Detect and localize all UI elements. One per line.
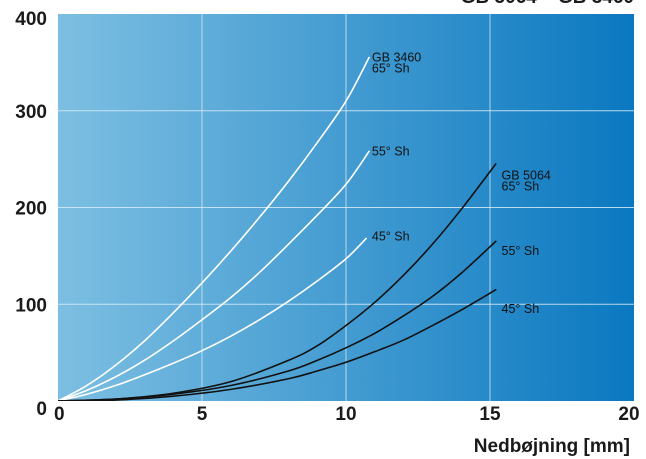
series-line-2 xyxy=(58,150,370,401)
series-line-1 xyxy=(58,56,370,401)
y-tick-label-300: 300 xyxy=(15,102,47,123)
x-axis-label: Nedbøjning [mm] xyxy=(474,436,630,457)
x-tick-label-15: 15 xyxy=(479,404,501,425)
series-annotation-1: GB 3460 65° Sh xyxy=(372,51,421,76)
x-tick-label-5: 5 xyxy=(197,404,208,425)
series-line-6 xyxy=(58,288,497,401)
y-tick-label-0: 0 xyxy=(36,399,47,420)
x-tick-label-20: 20 xyxy=(618,404,639,425)
chart-title: GB 5064 – GB 3460 xyxy=(461,0,634,8)
y-tick-label-100: 100 xyxy=(15,295,47,316)
series-annotation-5: 55° Sh xyxy=(502,244,540,258)
series-line-5 xyxy=(58,240,497,401)
series-annotation-3: 45° Sh xyxy=(372,230,410,244)
x-tick-label-0: 0 xyxy=(54,404,65,425)
annotations: GB 3460 65° Sh 55° Sh 45° Sh GB 5064 65° Sh 55… xyxy=(372,51,551,317)
series-annotation-4: GB 5064 65° Sh xyxy=(502,169,551,194)
series-line-4 xyxy=(58,163,497,401)
x-tick-label-10: 10 xyxy=(335,404,356,425)
y-tick-label-400: 400 xyxy=(15,9,47,30)
series-line-3 xyxy=(58,237,367,401)
series-annotation-2: 55° Sh xyxy=(372,144,410,158)
series-group xyxy=(58,56,497,401)
grid xyxy=(58,14,634,401)
series-annotation-6: 45° Sh xyxy=(502,302,540,316)
y-tick-label-200: 200 xyxy=(15,199,47,220)
